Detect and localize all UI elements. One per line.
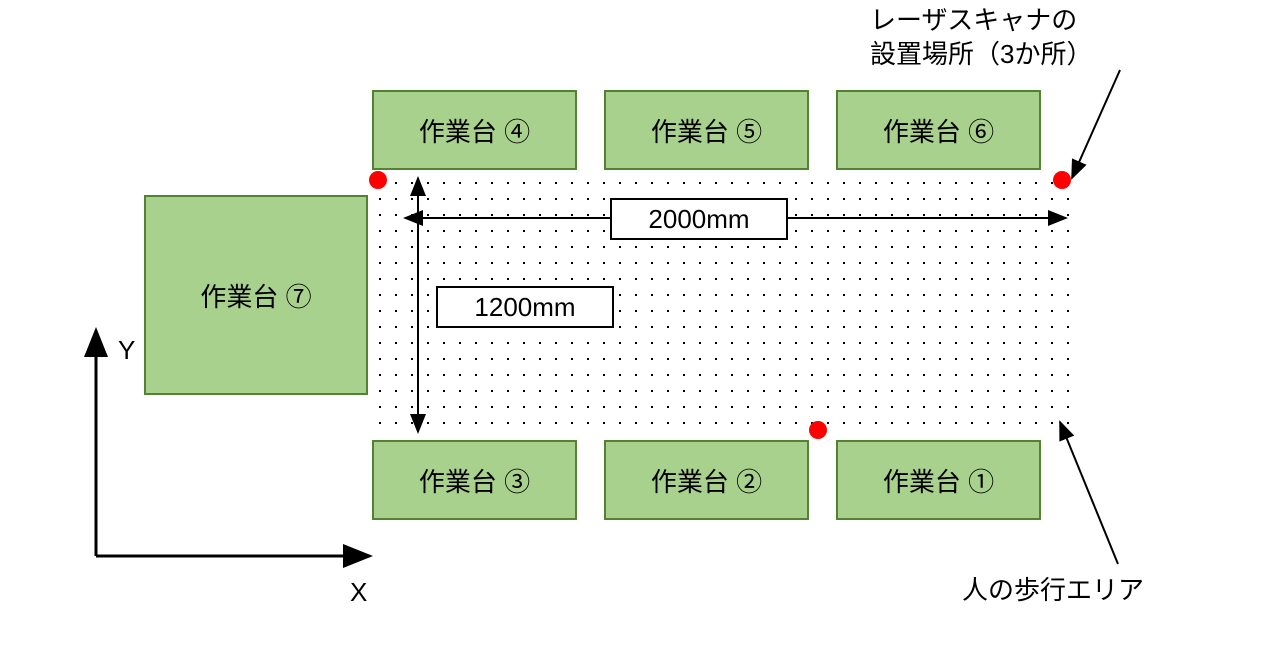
workbench-wb5: 作業台 ⑤ xyxy=(604,90,809,170)
scanner-dot-s2 xyxy=(1053,171,1071,189)
dimension-height-text: 1200mm xyxy=(474,292,575,323)
scanner-annotation: レーザスキャナの 設置場所（3か所） xyxy=(870,4,1092,72)
dimension-width-text: 2000mm xyxy=(648,204,749,235)
scanner-annotation-line1: レーザスキャナの xyxy=(870,5,1077,35)
scanner-dot-s1 xyxy=(369,171,387,189)
walking-annotation-text: 人の歩行エリア xyxy=(962,575,1144,605)
scanner-annotation-line2: 設置場所（3か所） xyxy=(870,39,1092,69)
layout-diagram: 作業台 ④ 作業台 ⑤ 作業台 ⑥ 作業台 ③ 作業台 ② 作業台 ① 作業台 ⑦ 2000… xyxy=(0,0,1284,652)
dimension-height-label: 1200mm xyxy=(436,286,614,328)
workbench-wb2: 作業台 ② xyxy=(604,440,809,520)
walking-annotation: 人の歩行エリア xyxy=(962,574,1144,608)
workbench-wb4: 作業台 ④ xyxy=(372,90,577,170)
workbench-wb1: 作業台 ① xyxy=(836,440,1041,520)
axis-y-label: Y xyxy=(118,334,135,368)
axis-x-label: X xyxy=(350,576,367,610)
workbench-wb7: 作業台 ⑦ xyxy=(144,195,368,395)
dimension-width-label: 2000mm xyxy=(610,198,788,240)
scanner-dot-s3 xyxy=(809,421,827,439)
workbench-wb3: 作業台 ③ xyxy=(372,440,577,520)
workbench-wb6: 作業台 ⑥ xyxy=(836,90,1041,170)
